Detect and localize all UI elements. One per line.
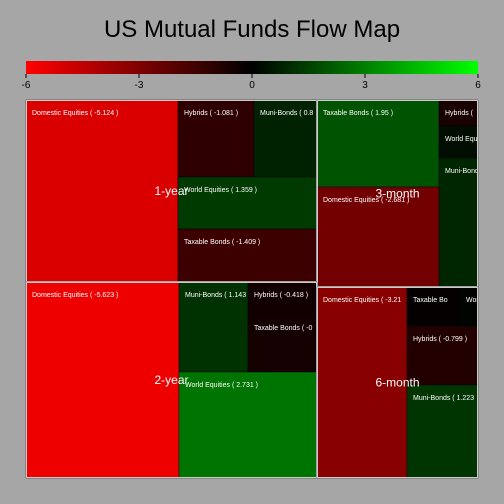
treemap-cell-label: Taxable Bo [413,297,448,304]
treemap-group-border [317,287,478,478]
treemap-group-border [26,282,317,478]
treemap-group-3-month: Taxable Bonds ( 1.95 ) Hybrids ( World Equ… [316,99,479,288]
treemap-cell-taxable-bonds: Taxable Bonds ( -0 [247,314,318,373]
treemap-group-label: 1-year [154,184,188,198]
treemap-cell-taxable-bonds: Taxable Bo [406,286,461,327]
treemap-cell-label: Muni-Bond [445,168,479,175]
treemap-cell-label: Worl [466,297,481,304]
chart-title: US Mutual Funds Flow Map [103,16,401,43]
treemap-cell-label: Domestic Equities ( -2.681 ) [323,197,409,204]
color-scale-legend: -6 -3 0 3 6 [22,61,481,91]
treemap-cell-label: Taxable Bonds ( 1.95 ) [323,110,393,117]
treemap-cell-rect [177,228,318,283]
treemap-cell-rect [177,99,255,178]
treemap-cell-rect [178,281,249,373]
treemap-cell-label: Taxable Bonds ( -0 [254,325,312,332]
treemap-cell-label: Domestic Equities ( -5.623 ) [32,292,118,299]
treemap-cell-rect [316,99,440,188]
treemap-group-1-year: Domestic Equities ( -5.124 ) Hybrids ( -1… [25,99,318,283]
treemap-group-label: 6-month [375,376,419,390]
treemap-cell-label: World Equities ( 1.359 ) [184,187,257,194]
treemap-cell-rect [178,371,318,479]
treemap-cell-muni-bonds: Muni-Bond [438,157,479,288]
treemap-cell-rect [406,384,479,479]
treemap-cell-rect [459,286,479,327]
color-scale-bar [26,61,478,74]
treemap-cell-hybrids: Hybrids ( -0.799 ) [406,325,479,386]
treemap-group-border [26,100,317,282]
treemap-group-2-year: Domestic Equities ( -5.623 ) Muni-Bonds (… [25,281,318,479]
treemap-cell-hybrids: Hybrids ( -1.081 ) [177,99,255,178]
treemap-cell-rect [25,99,179,283]
treemap-cell-domestic-equities: Domestic Equities ( -5.124 ) [25,99,179,283]
treemap-cell-muni-bonds: Muni-Bonds ( 1.143 [178,281,249,373]
color-scale-tick-label: -6 [22,80,31,91]
treemap-cell-label: Muni-Bonds ( 0.8 [260,110,313,117]
treemap-cell-label: World Equities ( 2.731 ) [185,382,258,389]
treemap-cell-label: Taxable Bonds ( -1.409 ) [184,239,260,246]
color-scale-tick-label: 3 [362,80,368,91]
treemap-cell-rect [316,186,440,288]
treemap-cell-label: Domestic Equities ( -3.21 [323,297,401,304]
color-scale-tick-label: -3 [135,80,144,91]
treemap-cell-world-equities: World Equities ( 2.731 ) [178,371,318,479]
treemap-cell-label: Domestic Equities ( -5.124 ) [32,110,118,117]
treemap-cell-taxable-bonds: Taxable Bonds ( -1.409 ) [177,228,318,283]
treemap-cell-muni-bonds: Muni-Bonds ( 1.223 [406,384,479,479]
color-scale-tick-label: 0 [249,80,255,91]
treemap-cell-label: World Equ [445,136,478,143]
treemap-cell-rect [438,99,479,127]
treemap-cell-label: Muni-Bonds ( 1.223 [413,395,474,402]
treemap-cell-muni-bonds: Muni-Bonds ( 0.8 [253,99,318,178]
treemap-cell-rect [316,286,408,479]
treemap-cell-rect [406,325,479,386]
treemap-cell-domestic-equities: Domestic Equities ( -3.21 [316,286,408,479]
treemap-cell-domestic-equities: Domestic Equities ( -5.623 ) [25,281,180,479]
treemap-group-border [317,100,478,287]
treemap-cell-rect [247,281,318,316]
treemap-group-label: 2-year [154,373,188,387]
treemap-cell-taxable-bonds: Taxable Bonds ( 1.95 ) [316,99,440,188]
treemap-cell-label: Hybrids ( -0.799 ) [413,336,467,343]
treemap-cell-rect [438,157,479,288]
treemap-cell-rect [247,314,318,373]
treemap-cell-world-equities: World Equities ( 1.359 ) [177,176,318,230]
treemap-cell-label: Muni-Bonds ( 1.143 [185,292,246,299]
color-scale-tick-label: 6 [475,80,481,91]
treemap-group-label: 3-month [375,187,419,201]
treemap-cell-rect [406,286,461,327]
treemap-cell-label: Hybrids ( -0.418 ) [254,292,308,299]
treemap-group-6-month: Domestic Equities ( -3.21 Taxable Bo Worl H… [316,286,481,479]
treemap-cell-hybrids: Hybrids ( [438,99,479,127]
treemap-cell-label: Hybrids ( [445,110,474,117]
treemap-cell-rect [25,281,180,479]
treemap-cell-label: Hybrids ( -1.081 ) [184,110,238,117]
treemap-cell-domestic-equities: Domestic Equities ( -2.681 ) [316,186,440,288]
treemap-cell-rect [177,176,318,230]
treemap-cell-world-equities: World Equ [438,125,479,159]
treemap-cell-hybrids: Hybrids ( -0.418 ) [247,281,318,316]
